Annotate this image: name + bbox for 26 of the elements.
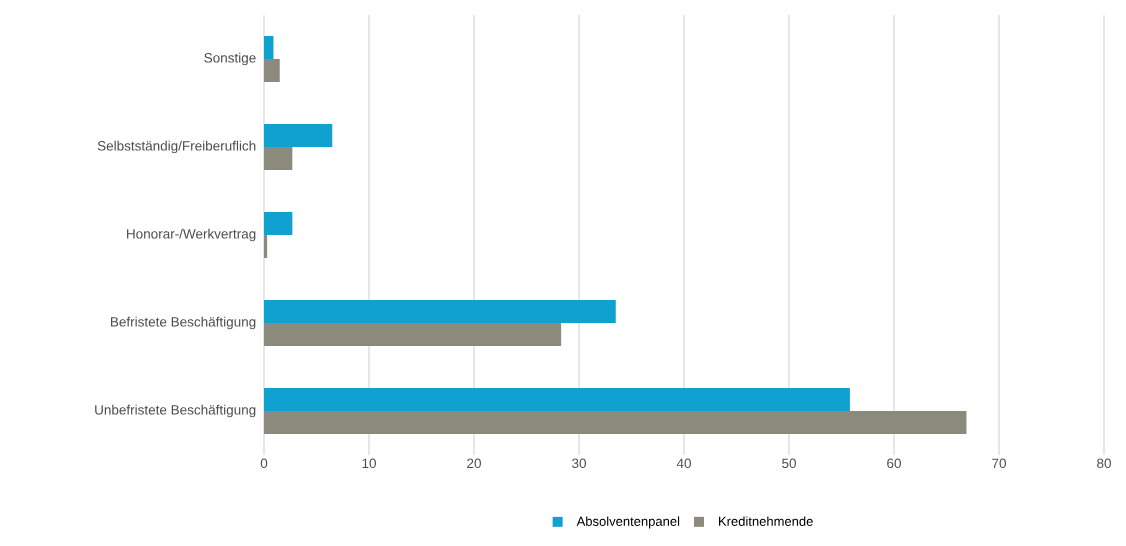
bar [264,124,333,147]
x-tick-label: 0 [260,458,268,469]
y-tick-label: Selbstständig/Freiberuflich [97,140,256,154]
y-tick-label: Honorar-/Werkvertrag [127,228,256,242]
y-tick-label: Sonstige [204,52,256,66]
x-tick-label: 10 [362,458,376,469]
bar [264,59,280,82]
bar [264,388,850,411]
x-tick-label: 40 [676,458,691,469]
bar [264,323,562,346]
legend-label: Kreditnehmende [719,516,813,526]
bar [264,147,293,170]
bar [264,235,268,258]
y-tick-label: Befristete Beschäftigung [111,316,256,330]
x-tick-label: 20 [467,458,481,469]
bar [264,36,274,59]
bar [264,300,616,323]
bar [264,212,293,235]
x-tick-label: 60 [887,458,901,469]
x-tick-label: 70 [992,458,1006,469]
legend-label: Absolventenpanel [576,516,680,529]
x-tick-label: 80 [1097,458,1111,469]
bar [264,411,967,434]
x-tick-label: 50 [782,458,796,469]
y-tick-label: Unbefristete Beschäftigung [95,404,256,418]
x-tick-label: 30 [572,458,586,469]
